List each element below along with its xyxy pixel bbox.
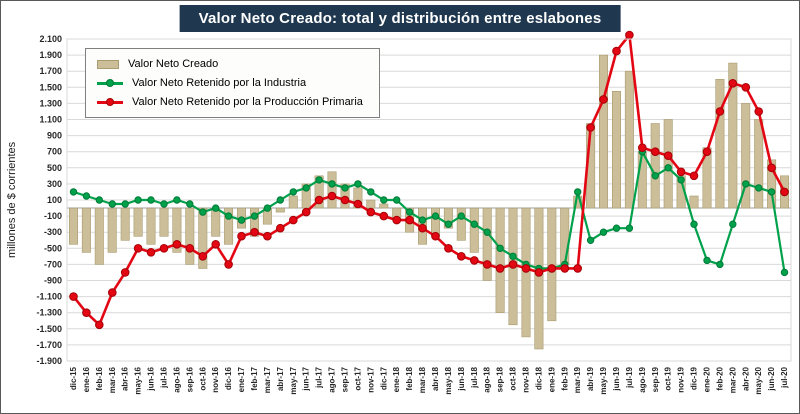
svg-text:1.300: 1.300 bbox=[39, 98, 62, 108]
svg-text:ene-20: ene-20 bbox=[703, 366, 712, 392]
red-line-swatch-icon bbox=[97, 97, 123, 107]
svg-text:nov-17: nov-17 bbox=[366, 366, 375, 392]
svg-text:900: 900 bbox=[47, 131, 62, 141]
legend-item-retenido-produccion-primaria: Valor Neto Retenido por la Producción Pr… bbox=[97, 96, 363, 108]
svg-text:dic-15: dic-15 bbox=[69, 366, 78, 390]
svg-text:jul-19: jul-19 bbox=[625, 366, 634, 388]
svg-text:jul-18: jul-18 bbox=[470, 366, 479, 388]
svg-text:nov-16: nov-16 bbox=[211, 366, 220, 392]
svg-text:feb-16: feb-16 bbox=[95, 366, 104, 390]
legend-item-retenido-industria: Valor Neto Retenido por la Industria bbox=[97, 77, 363, 89]
svg-text:feb-18: feb-18 bbox=[405, 366, 414, 390]
legend: Valor Neto Creado Valor Neto Retenido po… bbox=[85, 48, 380, 118]
svg-text:300: 300 bbox=[47, 179, 62, 189]
svg-text:jun-18: jun-18 bbox=[457, 366, 466, 391]
svg-text:1.700: 1.700 bbox=[39, 66, 62, 76]
svg-text:500: 500 bbox=[47, 163, 62, 173]
svg-text:-1.500: -1.500 bbox=[36, 324, 62, 334]
svg-text:sep-17: sep-17 bbox=[341, 366, 350, 392]
svg-text:jul-17: jul-17 bbox=[315, 366, 324, 388]
svg-text:jun-19: jun-19 bbox=[612, 366, 621, 391]
svg-text:oct-17: oct-17 bbox=[353, 366, 362, 390]
svg-text:mar-20: mar-20 bbox=[728, 366, 737, 393]
svg-text:mar-16: mar-16 bbox=[108, 366, 117, 393]
svg-text:ene-17: ene-17 bbox=[237, 366, 246, 392]
svg-text:ago-17: ago-17 bbox=[328, 366, 337, 392]
svg-text:may-20: may-20 bbox=[754, 366, 763, 394]
svg-text:dic-17: dic-17 bbox=[379, 366, 388, 390]
svg-text:-1.100: -1.100 bbox=[36, 292, 62, 302]
svg-text:abr-16: abr-16 bbox=[121, 366, 130, 391]
y-axis-title: millones de $ corrientes bbox=[6, 141, 18, 259]
svg-text:nov-19: nov-19 bbox=[677, 366, 686, 392]
svg-text:sep-18: sep-18 bbox=[496, 366, 505, 392]
svg-text:may-18: may-18 bbox=[444, 366, 453, 394]
svg-text:1.100: 1.100 bbox=[39, 115, 62, 125]
svg-text:ago-19: ago-19 bbox=[638, 366, 647, 392]
svg-text:2.100: 2.100 bbox=[39, 34, 62, 44]
svg-text:ene-18: ene-18 bbox=[392, 366, 401, 392]
legend-label: Valor Neto Creado bbox=[128, 58, 219, 70]
svg-text:may-19: may-19 bbox=[599, 366, 608, 394]
svg-text:-1.900: -1.900 bbox=[36, 356, 62, 366]
svg-text:ago-16: ago-16 bbox=[172, 366, 181, 392]
svg-text:oct-19: oct-19 bbox=[664, 366, 673, 390]
svg-text:-900: -900 bbox=[44, 276, 62, 286]
green-line-swatch-icon bbox=[97, 78, 123, 88]
svg-text:abr-18: abr-18 bbox=[431, 366, 440, 391]
svg-text:feb-19: feb-19 bbox=[560, 366, 569, 390]
svg-text:-1.700: -1.700 bbox=[36, 340, 62, 350]
svg-text:ene-19: ene-19 bbox=[547, 366, 556, 392]
svg-text:jun-20: jun-20 bbox=[767, 366, 776, 391]
svg-text:abr-20: abr-20 bbox=[741, 366, 750, 391]
svg-text:-700: -700 bbox=[44, 259, 62, 269]
page-title: Valor Neto Creado: total y distribución … bbox=[179, 5, 621, 32]
svg-text:-500: -500 bbox=[44, 243, 62, 253]
svg-text:may-17: may-17 bbox=[289, 366, 298, 394]
svg-text:dic-19: dic-19 bbox=[690, 366, 699, 390]
svg-text:jul-20: jul-20 bbox=[780, 366, 789, 388]
svg-text:ene-16: ene-16 bbox=[82, 366, 91, 392]
bar-swatch-icon bbox=[97, 59, 119, 69]
svg-text:jun-16: jun-16 bbox=[147, 366, 156, 391]
svg-text:dic-16: dic-16 bbox=[224, 366, 233, 390]
svg-text:1.900: 1.900 bbox=[39, 50, 62, 60]
svg-text:mar-17: mar-17 bbox=[263, 366, 272, 393]
legend-item-valor-neto-creado: Valor Neto Creado bbox=[97, 58, 363, 70]
svg-text:abr-17: abr-17 bbox=[276, 366, 285, 391]
legend-label: Valor Neto Retenido por la Industria bbox=[132, 77, 307, 89]
svg-text:sep-19: sep-19 bbox=[651, 366, 660, 392]
svg-text:feb-17: feb-17 bbox=[250, 366, 259, 390]
svg-text:-1.300: -1.300 bbox=[36, 308, 62, 318]
svg-text:mar-19: mar-19 bbox=[573, 366, 582, 393]
svg-text:oct-18: oct-18 bbox=[509, 366, 518, 390]
svg-text:jun-17: jun-17 bbox=[302, 366, 311, 391]
svg-text:-300: -300 bbox=[44, 227, 62, 237]
svg-text:1.500: 1.500 bbox=[39, 82, 62, 92]
svg-text:sep-16: sep-16 bbox=[185, 366, 194, 392]
svg-text:mar-18: mar-18 bbox=[418, 366, 427, 393]
svg-text:700: 700 bbox=[47, 147, 62, 157]
svg-text:may-16: may-16 bbox=[134, 366, 143, 394]
svg-text:jul-16: jul-16 bbox=[160, 366, 169, 388]
svg-text:-100: -100 bbox=[44, 211, 62, 221]
svg-text:dic-18: dic-18 bbox=[534, 366, 543, 390]
svg-text:100: 100 bbox=[47, 195, 62, 205]
svg-text:nov-18: nov-18 bbox=[522, 366, 531, 392]
svg-text:abr-19: abr-19 bbox=[586, 366, 595, 391]
svg-text:feb-20: feb-20 bbox=[715, 366, 724, 390]
svg-text:ago-18: ago-18 bbox=[483, 366, 492, 392]
svg-text:oct-16: oct-16 bbox=[198, 366, 207, 390]
legend-label: Valor Neto Retenido por la Producción Pr… bbox=[132, 96, 363, 108]
